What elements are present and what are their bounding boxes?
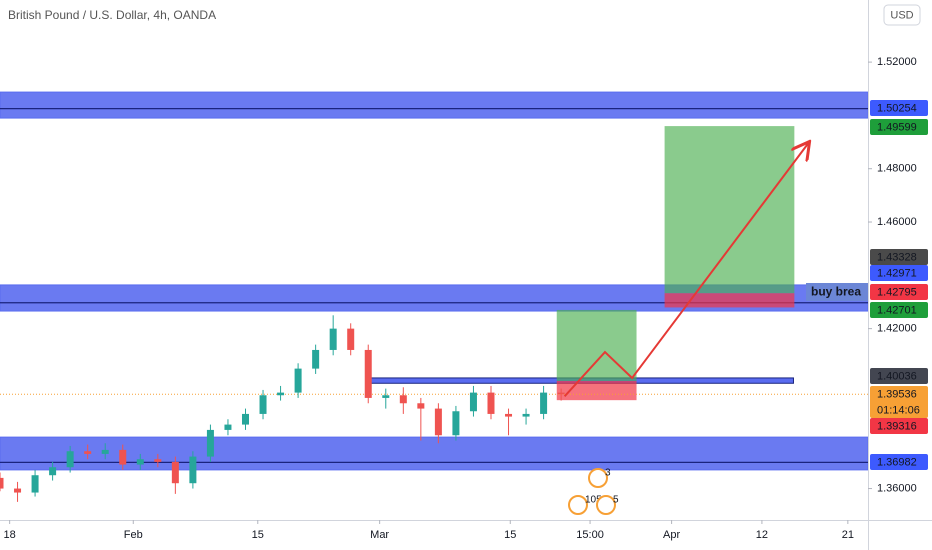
candle-body [84, 451, 92, 454]
candle-body [119, 449, 127, 465]
y-tick-label: 1.48000 [877, 163, 917, 175]
candle-body [469, 392, 477, 412]
zone [0, 436, 868, 471]
price-label-box [870, 249, 928, 265]
candle-body [66, 451, 74, 468]
candle-body [540, 392, 548, 414]
y-tick-label: 1.36000 [877, 482, 917, 494]
price-label-box [870, 119, 928, 135]
x-tick-label: 15:00 [576, 529, 604, 541]
stop-zone [556, 380, 637, 401]
x-tick-label: 12 [756, 529, 768, 541]
candle-body [259, 395, 267, 414]
x-tick-label: Apr [663, 529, 680, 541]
price-label-box [870, 284, 928, 300]
price-label: 1.43328 [877, 251, 917, 263]
event-count: 3 [605, 468, 611, 479]
candle-body [49, 467, 57, 476]
price-label-box [870, 418, 928, 434]
x-tick-label: 15 [504, 529, 516, 541]
price-label-box [870, 386, 928, 418]
price-label: 1.49599 [877, 121, 917, 133]
candle-body [277, 392, 285, 396]
x-tick-label: Mar [370, 529, 389, 541]
x-tick-label: 18 [4, 529, 16, 541]
candle-body [522, 413, 530, 417]
countdown: 01:14:06 [877, 404, 920, 416]
price-label-box [870, 100, 928, 116]
price-label-box [870, 368, 928, 384]
candle-body [14, 488, 22, 493]
candle-body [241, 413, 249, 425]
candle-body [505, 413, 513, 417]
event-icon [568, 495, 588, 515]
candle-body [206, 429, 214, 457]
candle-body [382, 395, 390, 398]
currency-button[interactable] [883, 4, 921, 26]
candle-body [329, 328, 337, 350]
candle-body [399, 395, 407, 404]
target-zone [664, 126, 795, 294]
event-icon [596, 495, 616, 515]
candle-body [0, 477, 4, 489]
y-tick-label: 1.52000 [877, 56, 917, 68]
annotation-box [806, 283, 868, 301]
candle-body [224, 424, 232, 430]
candle-body [31, 475, 39, 493]
price-label: 1.50254 [877, 102, 917, 114]
zone [0, 91, 868, 119]
candle-body [434, 408, 442, 436]
trade-arrow [563, 143, 809, 398]
price-label: 1.42971 [877, 267, 917, 279]
currency-label[interactable]: USD [890, 9, 913, 21]
price-label: 1.39316 [877, 420, 917, 432]
candle-body [154, 459, 162, 462]
x-tick-label: Feb [124, 529, 143, 541]
stop-zone [664, 293, 795, 308]
price-label: 1.42701 [877, 304, 917, 316]
candle-body [312, 349, 320, 369]
event-count: 105 [585, 495, 602, 506]
candle-body [487, 392, 495, 414]
x-tick-label: 21 [842, 529, 854, 541]
axes: 1.36000 1.42000 1.46000 1.48000 1.52000 18 Feb… [4, 56, 917, 541]
y-tick-label: 1.42000 [877, 323, 917, 335]
event-icon [588, 468, 608, 488]
candle-body [452, 411, 460, 436]
candle-body [189, 456, 197, 484]
price-label: 1.36982 [877, 456, 917, 468]
x-tick-label: 15 [252, 529, 264, 541]
price-label: 1.42795 [877, 286, 917, 298]
symbol-title: British Pound / U.S. Dollar, 4h, OANDA [8, 8, 216, 22]
price-label: 1.40036 [877, 370, 917, 382]
candle-body [101, 449, 109, 454]
candle-body [294, 368, 302, 393]
price-label-box [870, 454, 928, 470]
plot-area: buy brea [0, 91, 868, 502]
candle-body [171, 461, 179, 484]
price-label-box [870, 265, 928, 281]
y-tick-label: 1.46000 [877, 216, 917, 228]
price-label-box [870, 302, 928, 318]
candle-body [557, 392, 565, 395]
annotation: buy brea [811, 285, 861, 299]
candle-body [136, 459, 144, 465]
candle-body [417, 403, 425, 409]
candle-body [347, 328, 355, 350]
price-label: 1.39536 [877, 388, 917, 400]
event-count: 5 [613, 495, 619, 506]
candle-body [364, 349, 372, 398]
